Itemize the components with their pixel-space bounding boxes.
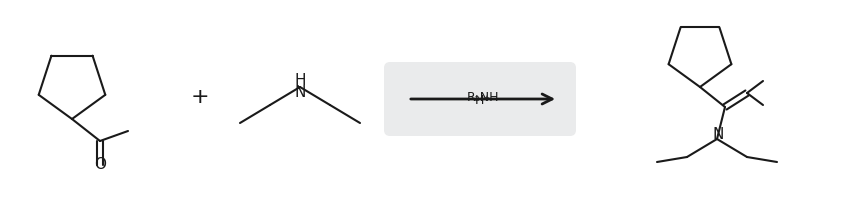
Text: R₂NH: R₂NH — [467, 91, 499, 104]
Text: O: O — [94, 157, 106, 172]
Text: N: N — [294, 85, 306, 100]
FancyBboxPatch shape — [384, 62, 576, 136]
Text: H⁺: H⁺ — [475, 94, 491, 107]
Text: +: + — [191, 87, 209, 107]
Text: H: H — [294, 73, 306, 88]
Text: N: N — [712, 127, 723, 142]
